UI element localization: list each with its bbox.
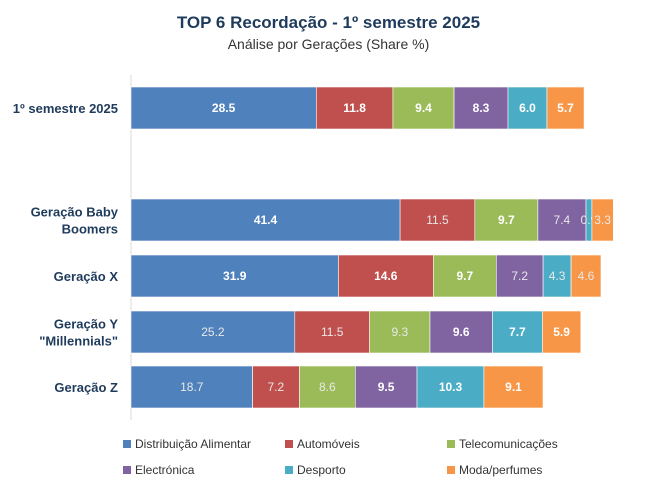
- legend-swatch: [447, 466, 455, 474]
- bar-segment: [453, 86, 509, 130]
- bar-segment: [130, 86, 317, 130]
- legend-swatch: [447, 440, 455, 448]
- category-label: Geração Baby Boomers: [31, 205, 119, 237]
- legend-item: Desporto: [285, 463, 447, 477]
- data-label: 9.3: [391, 325, 408, 339]
- data-label: 11.5: [321, 325, 344, 339]
- data-label: 9.6: [453, 325, 470, 339]
- chart-legend: Distribuição Alimentar Automóveis Telecomu…: [123, 437, 643, 477]
- category-label: Geração X: [54, 269, 119, 284]
- data-label: 7.7: [509, 325, 526, 339]
- data-label: 11.8: [343, 101, 366, 115]
- data-label: 25.2: [201, 325, 225, 339]
- bar-segment: [492, 310, 543, 354]
- bar-segment: [294, 310, 370, 354]
- bar-segment: [399, 198, 476, 242]
- bar-segment: [338, 254, 434, 298]
- bar-segment: [315, 86, 394, 130]
- chart-subtitle: Análise por Gerações (Share %): [227, 36, 430, 52]
- data-label: 7.2: [268, 380, 285, 394]
- bar-segment: [483, 365, 544, 409]
- bar-segment: [252, 365, 300, 409]
- legend-item: Telecomunicações: [447, 437, 627, 451]
- data-label: 31.9: [223, 269, 247, 283]
- bar-segment: [591, 198, 614, 242]
- legend-swatch: [285, 466, 293, 474]
- bar-segment: [130, 254, 339, 298]
- data-label: 5.9: [553, 325, 570, 339]
- bar-segment: [432, 254, 497, 298]
- data-label: 4.6: [578, 269, 595, 283]
- data-label: 9.5: [378, 380, 395, 394]
- legend-label: Moda/perfumes: [459, 463, 543, 477]
- bar-segment: [299, 365, 356, 409]
- legend-swatch: [285, 440, 293, 448]
- legend-item: Automóveis: [285, 437, 447, 451]
- legend-item: Distribuição Alimentar: [123, 437, 285, 451]
- legend-label: Electrónica: [135, 463, 195, 477]
- bar-segment: [369, 310, 431, 354]
- data-label: 4.3: [549, 269, 566, 283]
- data-label: 18.7: [180, 380, 204, 394]
- data-label: 6.0: [519, 101, 536, 115]
- legend-swatch: [123, 440, 131, 448]
- data-label: 28.5: [212, 101, 236, 115]
- data-label: 8.6: [319, 380, 336, 394]
- data-label: 8.3: [473, 101, 490, 115]
- chart-title: TOP 6 Recordação - 1º semestre 2025: [176, 13, 481, 32]
- bar-segment: [495, 254, 544, 298]
- data-label: 41.4: [254, 213, 278, 227]
- bar-segment: [130, 198, 401, 242]
- bar-segment: [429, 310, 493, 354]
- data-label: 14.6: [374, 269, 398, 283]
- legend-item: Electrónica: [123, 463, 285, 477]
- bar-segment: [546, 86, 585, 130]
- data-label: 11.5: [426, 213, 449, 227]
- data-label: 9.1: [505, 380, 522, 394]
- bar-segment: [507, 86, 548, 130]
- category-label: Geração Z: [54, 380, 118, 395]
- bar-segment: [392, 86, 455, 130]
- bar-segment: [474, 198, 539, 242]
- data-label: 7.4: [554, 213, 571, 227]
- legend-label: Distribuição Alimentar: [135, 437, 252, 451]
- legend-label: Automóveis: [297, 437, 360, 451]
- data-label: 9.7: [498, 213, 515, 227]
- legend-item: Moda/perfumes: [447, 463, 627, 477]
- bar-segment: [570, 254, 602, 298]
- category-label: 1º semestre 2025: [13, 101, 118, 116]
- data-label: 3.3: [594, 213, 611, 227]
- data-label: 7.2: [511, 269, 528, 283]
- data-label: 5.7: [557, 101, 574, 115]
- legend-label: Telecomunicações: [459, 437, 558, 451]
- data-label: 10.3: [439, 380, 463, 394]
- legend-swatch: [123, 466, 131, 474]
- legend-label: Desporto: [297, 463, 346, 477]
- category-label: Geração Y "Millennials": [39, 317, 118, 349]
- data-label: 9.4: [415, 101, 432, 115]
- bar-segment: [542, 254, 572, 298]
- data-label: 9.7: [456, 269, 473, 283]
- bar-segment: [542, 310, 582, 354]
